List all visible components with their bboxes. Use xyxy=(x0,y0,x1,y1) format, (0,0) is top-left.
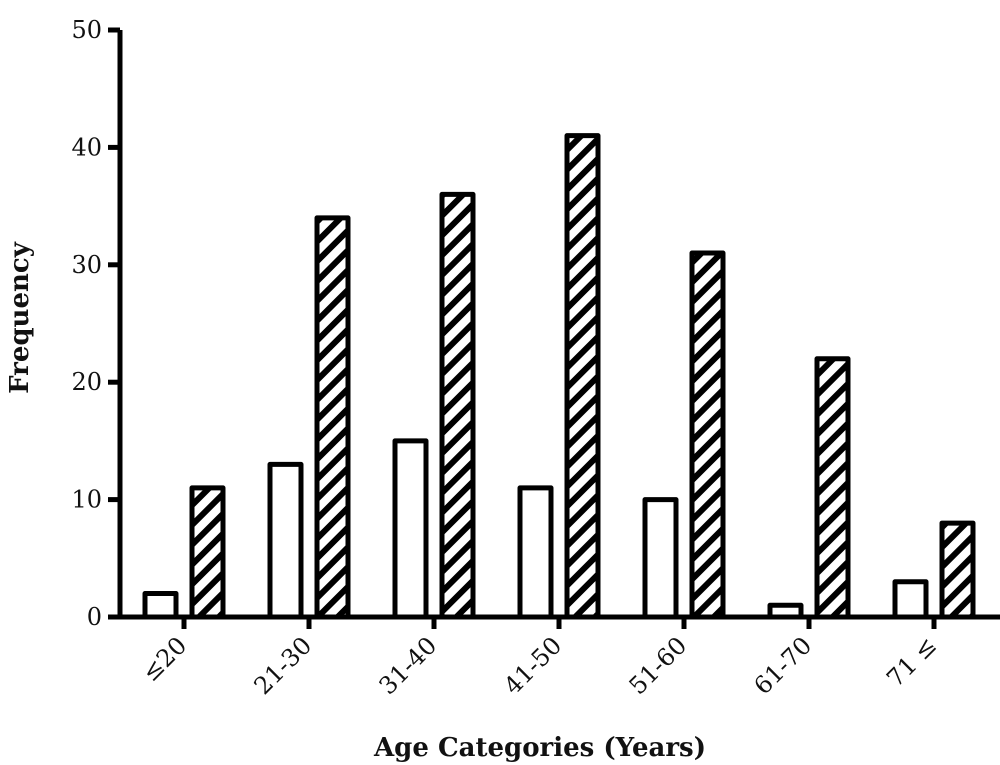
x-tick-label: 41-50 xyxy=(499,631,568,700)
y-tick-label: 20 xyxy=(71,368,102,396)
bar-hatched-1 xyxy=(314,215,351,620)
y-tick-label: 50 xyxy=(71,16,102,44)
y-ticks-group: 0 10 20 30 40 50 xyxy=(71,16,120,631)
axes-group xyxy=(117,30,1000,620)
bar-plain-4 xyxy=(642,497,679,620)
bar-hatched-3 xyxy=(564,133,601,620)
x-ticks-group: ≤20 21-30 31-40 41-50 51-60 61-70 71 ≤ xyxy=(137,617,942,700)
bar-plain-2 xyxy=(392,438,429,620)
bar-hatched-6 xyxy=(939,520,976,620)
x-tick-label: ≤20 xyxy=(137,631,193,687)
x-tick-label: 31-40 xyxy=(374,631,443,700)
x-tick-label: 61-70 xyxy=(749,631,818,700)
bars-group xyxy=(142,133,976,620)
x-tick-label: 71 ≤ xyxy=(881,631,942,692)
x-tick-label: 51-60 xyxy=(624,631,693,700)
bar-plain-3 xyxy=(517,485,554,620)
y-tick-label: 0 xyxy=(87,603,102,631)
bar-hatched-0 xyxy=(189,485,226,620)
bar-plain-6 xyxy=(892,579,929,620)
y-tick-label: 30 xyxy=(71,251,102,279)
x-tick-label: 21-30 xyxy=(249,631,318,700)
bar-plain-1 xyxy=(267,461,304,620)
bar-hatched-4 xyxy=(689,250,726,620)
y-tick-label: 40 xyxy=(71,133,102,161)
bar-hatched-5 xyxy=(814,356,851,620)
x-axis-title: Age Categories (Years) xyxy=(373,733,706,763)
y-tick-label: 10 xyxy=(71,486,102,514)
y-axis-title: Frequency xyxy=(5,241,35,394)
bar-plain-0 xyxy=(142,591,179,620)
bar-hatched-2 xyxy=(439,191,476,620)
